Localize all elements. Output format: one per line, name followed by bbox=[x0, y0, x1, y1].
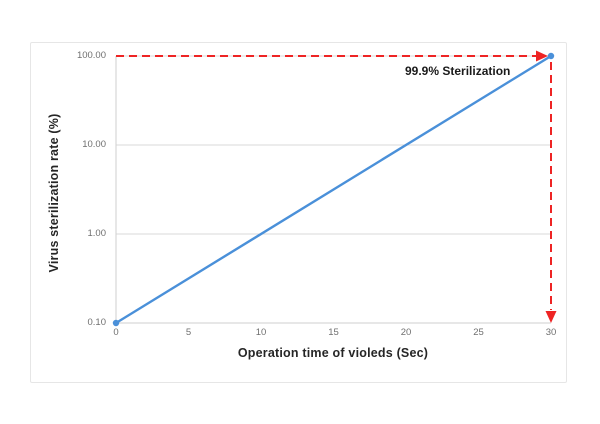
x-axis-title: Operation time of violeds (Sec) bbox=[237, 346, 429, 360]
y-tick-10: 10.00 bbox=[82, 139, 106, 150]
y-tick-0-1: 0.10 bbox=[87, 317, 107, 328]
x-tick-20: 20 bbox=[400, 327, 412, 338]
y-tick-1: 1.00 bbox=[87, 228, 107, 239]
y-tick-100: 100.00 bbox=[76, 50, 106, 61]
x-tick-0: 0 bbox=[113, 327, 119, 338]
chart-container: Virus sterilization rate (%) Operation t… bbox=[30, 42, 567, 383]
annotation-sterilization: 99.9% Sterilization bbox=[405, 64, 511, 78]
x-tick-25: 25 bbox=[473, 327, 484, 338]
x-tick-30: 30 bbox=[545, 327, 557, 338]
plot-area bbox=[112, 50, 557, 327]
y-axis-title: Virus sterilization rate (%) bbox=[47, 113, 61, 273]
x-tick-5: 5 bbox=[185, 327, 192, 338]
x-tick-10: 10 bbox=[255, 327, 267, 338]
x-tick-15: 15 bbox=[328, 327, 339, 338]
